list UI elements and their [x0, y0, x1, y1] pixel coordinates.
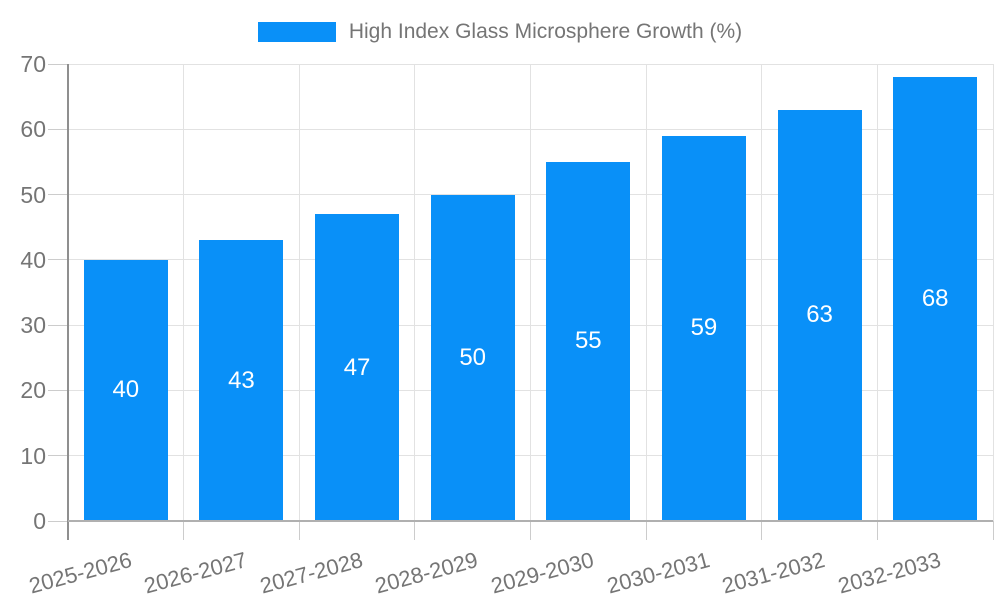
y-tick-label: 70	[20, 51, 46, 77]
y-tick	[48, 324, 68, 326]
y-tick-label: 20	[20, 377, 46, 404]
x-tick	[876, 521, 878, 540]
y-axis-line	[67, 64, 69, 540]
bar: 55	[546, 161, 631, 521]
y-tick-label: 60	[20, 116, 46, 143]
y-tick	[48, 128, 68, 130]
v-gridline	[183, 64, 185, 521]
bar-value-label: 55	[574, 327, 602, 355]
bar: 68	[893, 77, 978, 521]
x-tick	[183, 521, 185, 540]
v-gridline	[414, 64, 416, 521]
chart-legend[interactable]: High Index Glass Microsphere Growth (%)	[0, 20, 1000, 44]
bar-value-label: 63	[806, 301, 833, 329]
x-tick-label: 2031-2032	[719, 547, 828, 599]
bar-value-label: 59	[690, 314, 718, 342]
x-tick-label: 2027-2028	[257, 547, 366, 599]
y-tick-label: 10	[20, 442, 46, 469]
y-tick	[48, 389, 68, 391]
bar-value-label: 68	[921, 285, 949, 313]
v-gridline	[992, 64, 994, 521]
bar-value-label: 40	[112, 376, 140, 404]
x-tick	[761, 521, 763, 540]
y-tick	[48, 259, 68, 261]
bar: 47	[315, 214, 400, 521]
y-tick-label: 50	[20, 181, 46, 208]
bar: 59	[661, 135, 746, 521]
x-tick-label: 2028-2029	[372, 547, 481, 599]
x-tick	[414, 521, 416, 540]
bar: 40	[83, 259, 168, 521]
x-tick-label: 2025-2026	[25, 547, 135, 599]
x-tick	[645, 521, 647, 540]
x-tick-label: 2032-2033	[835, 547, 944, 599]
x-tick-label: 2026-2027	[141, 547, 250, 599]
bar-value-label: 43	[228, 366, 255, 394]
x-tick	[992, 521, 994, 540]
bar-value-label: 47	[343, 353, 371, 381]
v-gridline	[645, 64, 647, 521]
x-axis-line	[68, 520, 993, 522]
legend-swatch	[257, 22, 336, 42]
y-tick	[48, 455, 68, 457]
y-tick-label: 0	[33, 508, 46, 534]
v-gridline	[876, 64, 878, 521]
legend-label: High Index Glass Microsphere Growth (%)	[348, 20, 743, 43]
y-tick-label: 40	[20, 246, 46, 273]
x-tick-label: 2030-2031	[604, 547, 713, 599]
y-tick	[48, 194, 68, 196]
bar: 43	[199, 240, 284, 521]
bar-value-label: 50	[459, 343, 487, 371]
v-gridline	[298, 64, 300, 521]
bar: 50	[430, 194, 515, 521]
x-tick	[298, 521, 300, 540]
x-tick	[530, 521, 531, 540]
x-tick-label: 2029-2030	[488, 547, 597, 599]
y-tick	[48, 63, 68, 65]
v-gridline	[530, 64, 531, 521]
v-gridline	[761, 64, 763, 521]
y-tick-label: 30	[20, 312, 46, 339]
plot-area: 0 10 20 30 40 50 60 70 40 43 47 50 55 59 63 68 2025-2026…	[20, 52, 994, 598]
y-tick	[48, 520, 68, 522]
bar: 63	[777, 109, 862, 521]
